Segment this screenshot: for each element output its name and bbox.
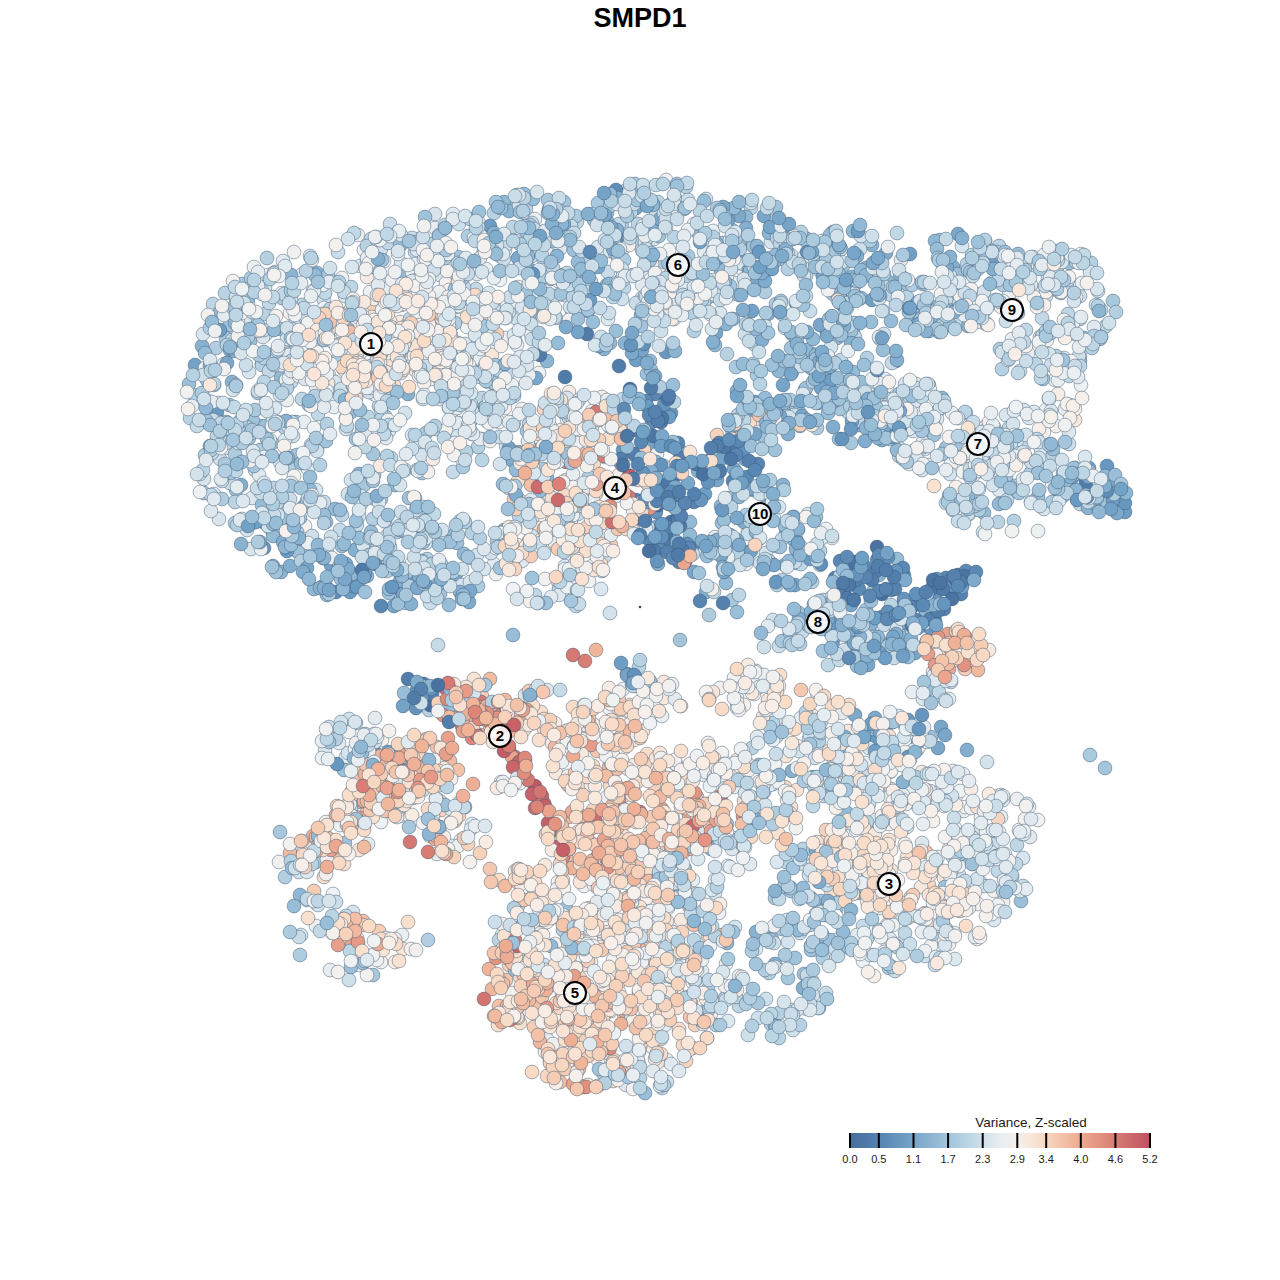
svg-text:6: 6 [674,256,682,273]
svg-text:SMPD1: SMPD1 [593,3,686,33]
svg-text:9: 9 [1008,301,1016,318]
svg-text:0.0: 0.0 [842,1153,857,1165]
svg-text:4.6: 4.6 [1108,1153,1123,1165]
svg-text:1.1: 1.1 [906,1153,921,1165]
svg-text:10: 10 [752,505,769,522]
svg-text:5: 5 [571,984,579,1001]
svg-text:4: 4 [611,479,620,496]
svg-text:Variance, Z-scaled: Variance, Z-scaled [975,1115,1087,1130]
svg-text:3.4: 3.4 [1039,1153,1054,1165]
svg-text:1: 1 [367,335,375,352]
svg-text:2.3: 2.3 [975,1153,990,1165]
svg-text:4.0: 4.0 [1073,1153,1088,1165]
svg-text:5.2: 5.2 [1142,1153,1157,1165]
svg-text:1.7: 1.7 [940,1153,955,1165]
svg-text:8: 8 [814,613,822,630]
svg-text:7: 7 [974,435,982,452]
svg-text:3: 3 [885,875,893,892]
svg-text:2.9: 2.9 [1010,1153,1025,1165]
svg-text:0.5: 0.5 [871,1153,886,1165]
svg-text:2: 2 [496,727,504,744]
